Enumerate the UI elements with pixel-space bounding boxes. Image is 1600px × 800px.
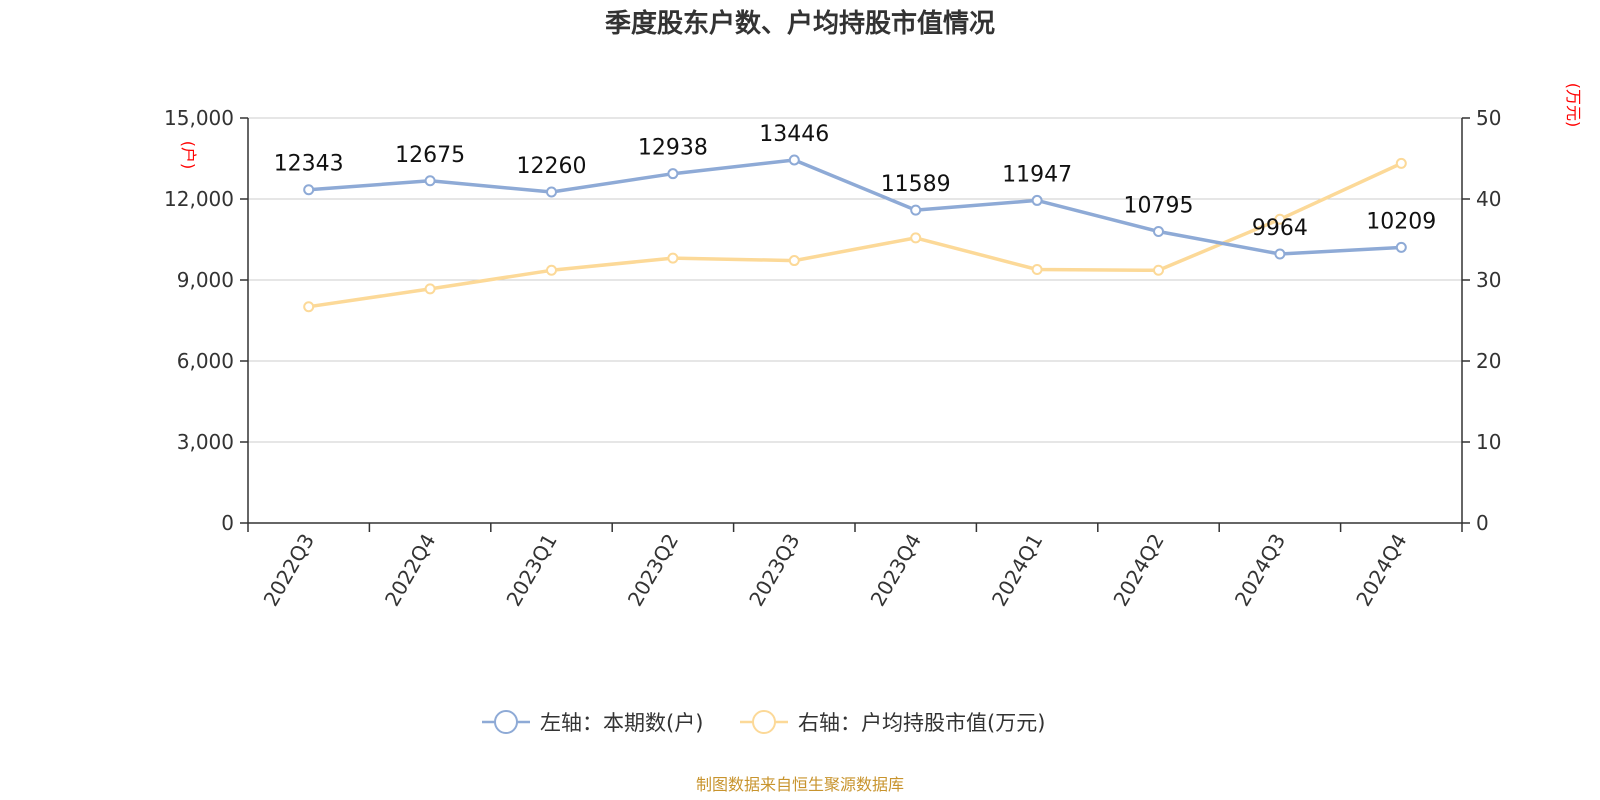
data-point-left [303, 184, 315, 196]
data-point-left [667, 168, 679, 180]
right-axis-tick-label: 30 [1476, 268, 1501, 292]
data-point-right [1274, 213, 1286, 225]
data-point-left [1031, 194, 1043, 206]
right-axis-tick-label: 50 [1476, 106, 1501, 130]
legend-item[interactable]: 右轴：户均持股市值(万元) [740, 710, 1045, 735]
data-label: 12343 [274, 152, 344, 177]
chart-title: 季度股东户数、户均持股市值情况 [605, 8, 995, 39]
source-note: 制图数据来自恒生聚源数据库 [696, 775, 904, 794]
data-point-left [424, 175, 436, 187]
data-point-left [1153, 226, 1164, 238]
data-label: 12675 [395, 143, 465, 168]
right-axis-tick-label: 10 [1476, 430, 1501, 454]
left-axis-tick-label: 3,000 [177, 430, 234, 454]
left-axis-tick-label: 12,000 [164, 187, 234, 211]
data-point-left [1395, 241, 1407, 253]
data-point-right [1395, 157, 1407, 169]
right-axis-tick-label: 20 [1476, 349, 1501, 373]
left-axis-tick-label: 15,000 [164, 106, 234, 130]
x-axis-tick-label: 2024Q3 [1230, 530, 1290, 611]
data-point-right [546, 264, 557, 276]
x-axis-tick-label: 2023Q2 [623, 530, 683, 611]
data-label: 12260 [517, 154, 587, 179]
left-axis-unit: (户) [179, 141, 198, 170]
right-axis-tick-label: 40 [1476, 187, 1501, 211]
data-label: 10209 [1366, 209, 1436, 234]
data-label: 9964 [1252, 216, 1308, 241]
right-axis-tick-label: 0 [1476, 511, 1489, 535]
data-point-left [788, 154, 800, 166]
data-label: 11589 [881, 172, 951, 197]
x-axis-tick-label: 2024Q1 [987, 530, 1047, 611]
data-point-right [667, 252, 679, 264]
data-label: 10795 [1124, 194, 1194, 219]
x-axis-tick-label: 2023Q1 [501, 530, 561, 611]
data-label: 11947 [1002, 162, 1072, 187]
left-axis-tick-label: 9,000 [177, 268, 234, 292]
data-label: 12938 [638, 136, 708, 161]
data-point-right [1031, 263, 1043, 275]
data-point-left [1274, 248, 1286, 260]
x-axis-tick-label: 2023Q3 [744, 530, 804, 611]
x-axis-tick-label: 2022Q4 [380, 530, 440, 611]
x-axis-tick-label: 2023Q4 [866, 530, 926, 611]
data-point-left [910, 204, 922, 216]
data-point-right [788, 255, 800, 267]
x-axis-tick-label: 2024Q2 [1108, 530, 1168, 611]
legend: 左轴：本期数(户) 右轴：户均持股市值(万元) [482, 710, 1045, 735]
grid-lines [248, 117, 1462, 443]
legend-marker-icon [494, 710, 518, 734]
x-axis-tick-label: 2024Q4 [1351, 530, 1411, 611]
data-point-right [303, 301, 315, 313]
legend-marker-icon [752, 710, 776, 734]
right-axis-unit: (万元) [1564, 83, 1583, 128]
series-line-left [308, 158, 1402, 256]
series-line-right [308, 161, 1403, 309]
data-point-right [1153, 264, 1164, 276]
left-axis-tick-label: 0 [221, 511, 234, 535]
left-axis-tick-label: 6,000 [177, 349, 234, 373]
legend-label: 右轴：户均持股市值(万元) [798, 711, 1045, 735]
axes: 0 3,000 6,000 9,000 12,000 15,000 0 10 20 30 40 50 2… [164, 106, 1501, 610]
legend-item[interactable]: 左轴：本期数(户) [482, 710, 703, 735]
legend-label: 左轴：本期数(户) [540, 711, 703, 735]
data-label: 13446 [759, 122, 829, 147]
data-point-right [424, 283, 436, 295]
x-axis-tick-label: 2022Q3 [259, 530, 319, 611]
data-point-left [546, 186, 557, 198]
series-layer: 12343 12675 12260 12938 13446 11589 11947 10795… [274, 122, 1436, 313]
data-point-right [910, 232, 922, 244]
